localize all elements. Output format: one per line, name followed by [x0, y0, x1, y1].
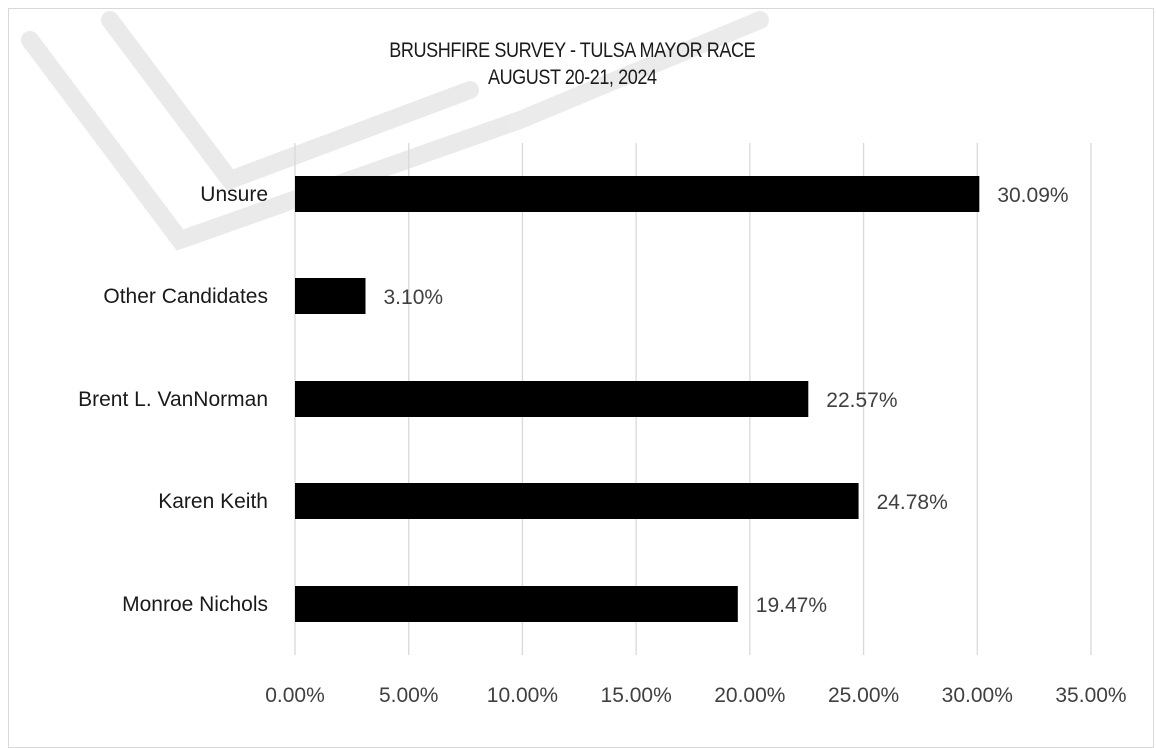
bar-0 — [295, 176, 980, 212]
data-label-2: 22.57% — [826, 389, 897, 412]
x-tick-label-0: 0.00% — [265, 684, 325, 707]
category-label-1: Other Candidates — [103, 285, 268, 308]
x-tick-label-5: 25.00% — [828, 684, 899, 707]
bar-4 — [295, 586, 738, 622]
bars — [295, 176, 980, 622]
data-labels: 30.09% 3.10% 22.57% 24.78% 19.47% — [384, 184, 1069, 617]
data-label-3: 24.78% — [877, 491, 948, 514]
data-label-4: 19.47% — [756, 594, 827, 617]
category-label-2: Brent L. VanNorman — [78, 388, 268, 411]
bar-3 — [295, 483, 859, 519]
x-tick-label-4: 20.00% — [714, 684, 785, 707]
x-tick-label-2: 10.00% — [487, 684, 558, 707]
x-tick-label-7: 35.00% — [1055, 684, 1126, 707]
chart-title: BRUSHFIRE SURVEY - TULSA MAYOR RACE — [389, 39, 756, 62]
category-label-3: Karen Keith — [158, 490, 268, 513]
chart-subtitle: AUGUST 20-21, 2024 — [487, 66, 657, 89]
chart-frame — [8, 8, 1154, 748]
x-axis-tick-labels: 0.00% 5.00% 10.00% 15.00% 20.00% 25.00% 30.00%… — [265, 684, 1126, 707]
data-label-0: 30.09% — [997, 184, 1068, 207]
x-tick-label-1: 5.00% — [379, 684, 439, 707]
category-label-4: Monroe Nichols — [122, 593, 268, 616]
category-label-0: Unsure — [200, 183, 268, 206]
data-label-1: 3.10% — [384, 286, 444, 309]
bar-2 — [295, 381, 809, 417]
bar-chart: Unsure Other Candidates Brent L. VanNorman… — [78, 143, 1127, 707]
category-labels: Unsure Other Candidates Brent L. VanNorman… — [78, 183, 268, 616]
chart-title-block: BRUSHFIRE SURVEY - TULSA MAYOR RACE AUGU… — [75, 37, 1069, 91]
bar-1 — [295, 278, 366, 314]
x-tick-label-6: 30.00% — [942, 684, 1013, 707]
x-tick-label-3: 15.00% — [601, 684, 672, 707]
